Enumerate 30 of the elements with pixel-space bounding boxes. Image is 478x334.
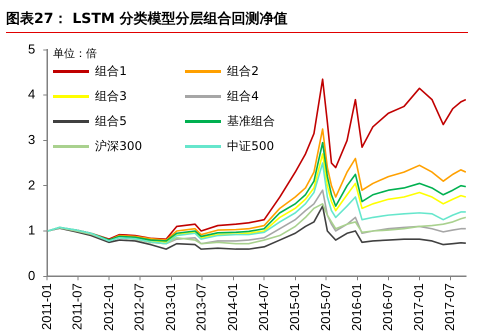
legend-label: 组合5 [95, 112, 127, 130]
y-tick-label: 3 [28, 132, 36, 147]
y-tick-label: 2 [28, 177, 36, 192]
y-tick-label: 0 [28, 268, 36, 283]
x-tick-label: 2014-07 [256, 283, 271, 332]
x-tick-label: 2017-07 [442, 283, 457, 332]
y-tick-label: 5 [28, 41, 36, 56]
chart-title: 图表27： LSTM 分类模型分层组合回测净值 [6, 10, 468, 33]
legend-label: 沪深300 [95, 138, 142, 155]
legend-label: 组合2 [227, 62, 259, 80]
x-tick-label: 2013-01 [162, 283, 178, 332]
x-tick-label: 2017-01 [411, 283, 426, 332]
legend-label: 组合3 [95, 88, 127, 105]
x-tick-label: 2011-07 [70, 283, 85, 330]
y-tick-label: 4 [28, 86, 36, 102]
x-tick-label: 2011-01 [38, 283, 54, 330]
x-tick-label: 2015-07 [318, 283, 333, 332]
x-tick-label: 2012-07 [132, 283, 147, 332]
legend-label: 组合4 [227, 88, 259, 105]
legend-label: 中证500 [227, 138, 274, 155]
x-tick-label: 2012-01 [100, 283, 116, 332]
x-tick-label: 2016-01 [349, 283, 364, 332]
x-tick-label: 2015-01 [287, 283, 302, 332]
annotation: 单位：倍 [53, 46, 98, 61]
x-tick-label: 2014-01 [225, 283, 240, 332]
legend-label: 基准组合 [227, 112, 276, 130]
legend-label: 组合1 [95, 62, 127, 80]
x-tick-label: 2016-07 [380, 283, 395, 332]
y-tick-label: 1 [28, 222, 36, 238]
x-tick-label: 2013-07 [194, 283, 209, 332]
